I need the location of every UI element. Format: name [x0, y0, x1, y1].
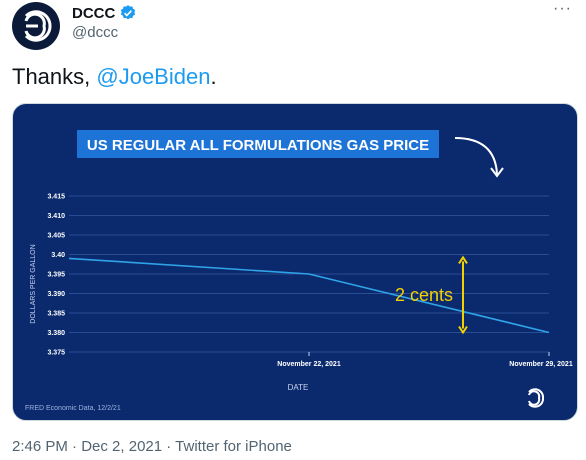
chart-ylabel: DOLLARS PER GALLON: [30, 244, 37, 323]
chart-title-box: [77, 130, 439, 158]
mention-link[interactable]: @JoeBiden: [96, 64, 211, 89]
meta-separator: ·: [162, 438, 176, 455]
dccc-logo-icon: [24, 10, 52, 42]
chart-source-note: FRED Economic Data, 12/2/21: [25, 405, 121, 412]
annotation-label: 2 cents: [395, 285, 453, 305]
y-tick-label: 3.380: [47, 330, 65, 337]
tweet-text-suffix: .: [210, 64, 217, 89]
handle[interactable]: @dccc: [72, 24, 119, 41]
y-tick-label: 3.40: [51, 252, 65, 259]
display-name[interactable]: DCCC: [72, 4, 116, 22]
y-tick-label: 3.395: [47, 272, 65, 279]
author-name-row: DCCC: [72, 4, 137, 22]
avatar[interactable]: [12, 2, 60, 50]
chart-title: US REGULAR ALL FORMULATIONS GAS PRICE: [87, 137, 429, 154]
tweet-text-prefix: Thanks,: [12, 64, 97, 89]
series-line: [68, 257, 550, 334]
tweet-media-chart[interactable]: US REGULAR ALL FORMULATIONS GAS PRICE 3.…: [12, 103, 578, 421]
meta-separator: ·: [67, 438, 82, 455]
more-options-icon[interactable]: ···: [553, 0, 572, 17]
tweet-time[interactable]: 2:46 PM: [12, 438, 68, 455]
x-tick-label: November 29, 2021: [509, 361, 573, 368]
gas-price-chart: US REGULAR ALL FORMULATIONS GAS PRICE 3.…: [25, 130, 573, 412]
y-tick-label: 3.390: [47, 291, 65, 298]
x-tick-label: November 22, 2021: [277, 361, 341, 368]
tweet-source: Twitter for iPhone: [175, 438, 292, 455]
verified-badge-icon: [121, 5, 136, 20]
y-tick-label: 3.405: [47, 233, 65, 240]
y-tick-label: 3.410: [47, 213, 65, 220]
y-tick-label: 3.375: [47, 350, 65, 357]
y-tick-label: 3.385: [47, 311, 65, 318]
tweet-meta: 2:46 PM · Dec 2, 2021 · Twitter for iPho…: [12, 438, 292, 455]
dccc-watermark-icon: [528, 388, 545, 408]
tweet-date[interactable]: Dec 2, 2021: [81, 438, 163, 455]
annotation-arrow-up-icon: [458, 255, 468, 264]
curved-arrow-icon: [454, 137, 498, 175]
chart-xlabel: DATE: [288, 383, 309, 392]
y-tick-label: 3.415: [47, 194, 65, 201]
curved-arrow-head-icon: [490, 167, 504, 178]
tweet-text: Thanks, @JoeBiden.: [12, 64, 217, 90]
annotation-arrow-down-icon: [458, 325, 468, 335]
